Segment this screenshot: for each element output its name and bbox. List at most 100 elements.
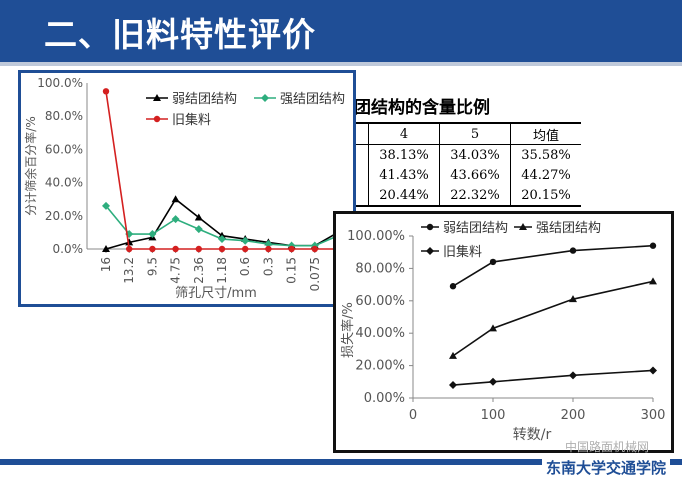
- y-tick-label: 40.00%: [355, 326, 405, 341]
- legend-marker: [153, 94, 161, 101]
- y-tick-label: 60.00%: [355, 294, 405, 309]
- data-point: [102, 201, 110, 210]
- data-point: [449, 283, 457, 290]
- x-tick-label: 200: [561, 408, 586, 423]
- x-axis-title: 转数/r: [513, 427, 552, 443]
- table-header-cell: 4: [368, 122, 440, 145]
- sieve-distribution-plot: 0.0% 20.0% 40.0% 60.0% 80.0% 100.0% 16 13.2 9.5 4…: [23, 76, 349, 301]
- slide-title: 二、旧料特性评价: [44, 15, 316, 54]
- x-tick-label: 13.2: [122, 257, 136, 284]
- table-cell: 41.43%: [368, 165, 440, 185]
- table-row: % 20.44% 22.32% 20.15%: [340, 185, 581, 207]
- x-tick-label: 0.6: [238, 257, 252, 276]
- x-tick-label: 2.36: [192, 257, 206, 284]
- legend-marker: [153, 115, 161, 123]
- content-ratio-table: 4 5 均值 % 38.13% 34.03% 35.58% % 41.43% 4…: [340, 122, 581, 207]
- data-point: [242, 245, 249, 253]
- series-line: [105, 91, 338, 250]
- y-tick-label: 0.0%: [53, 242, 84, 256]
- y-axis-title: 分计筛余百分率/%: [23, 116, 38, 215]
- table-row: % 38.13% 34.03% 35.58%: [340, 144, 581, 165]
- x-tick-label: 4.75: [169, 257, 183, 284]
- data-point: [171, 215, 180, 224]
- legend-label: 弱结团结构: [443, 221, 508, 236]
- y-tick-label: 100.0%: [37, 76, 83, 90]
- data-point: [569, 371, 577, 380]
- data-point: [149, 245, 156, 253]
- table-cell: 35.58%: [510, 144, 581, 165]
- x-tick-label: 1.18: [215, 257, 229, 284]
- footer-band: [0, 459, 682, 465]
- data-point: [218, 235, 226, 244]
- y-tick-label: 80.0%: [45, 109, 83, 123]
- data-point: [126, 245, 133, 253]
- data-point: [311, 245, 318, 253]
- table-cell: 22.32%: [439, 185, 511, 207]
- series-line: [452, 369, 654, 386]
- data-point: [125, 238, 134, 246]
- data-point: [102, 88, 110, 95]
- x-tick-label: 0.3: [261, 257, 275, 276]
- series-line: [452, 280, 654, 357]
- data-point: [449, 351, 457, 359]
- table-cell: 20.44%: [368, 185, 440, 207]
- y-tick-label: 100.00%: [347, 229, 405, 244]
- table-heading: 团结构的含量比例: [354, 98, 490, 118]
- legend-label: 弱结团结构: [172, 92, 237, 107]
- table-cell: 34.03%: [439, 144, 511, 165]
- data-point: [489, 258, 497, 266]
- data-point: [288, 245, 295, 253]
- y-tick-label: 60.0%: [45, 142, 83, 156]
- watermark: 中国路面机械网: [565, 440, 650, 454]
- x-tick-label: 9.5: [145, 257, 159, 276]
- y-tick-label: 40.0%: [45, 176, 83, 190]
- loss-rate-plot: 0.00% 20.00% 40.00% 60.00% 80.00% 100.00% 0 100…: [340, 221, 666, 443]
- legend-marker: [519, 223, 527, 230]
- y-tick-label: 20.0%: [45, 209, 83, 223]
- table-header-cell: 均值: [510, 122, 581, 145]
- legend-label: 强结团结构: [280, 92, 345, 107]
- table-header-cell: 5: [439, 122, 511, 145]
- data-point: [649, 277, 657, 285]
- data-point: [194, 225, 203, 234]
- data-point: [102, 245, 110, 252]
- table-row: % 41.43% 43.66% 44.27%: [340, 165, 581, 185]
- data-point: [489, 324, 497, 332]
- data-point: [649, 242, 657, 249]
- table-cell: 20.15%: [510, 185, 581, 207]
- legend-marker: [426, 247, 434, 255]
- y-tick-label: 0.00%: [364, 391, 405, 406]
- data-point: [171, 195, 180, 203]
- x-tick-label: 0: [409, 408, 417, 423]
- legend-label: 旧集料: [172, 112, 211, 128]
- x-tick-label: 0.15: [285, 257, 299, 284]
- table-header-row: 4 5 均值: [340, 122, 581, 145]
- table-cell: 43.66%: [439, 165, 511, 185]
- data-point: [569, 295, 577, 303]
- data-point: [218, 245, 226, 253]
- legend-marker: [426, 223, 434, 231]
- data-point: [264, 240, 273, 249]
- y-axis-title: 损失率/%: [340, 302, 356, 358]
- data-point: [172, 245, 179, 253]
- legend-marker: [261, 94, 269, 102]
- x-tick-label: 100: [481, 408, 506, 423]
- data-point: [265, 245, 272, 253]
- legend-label: 旧集料: [443, 244, 482, 260]
- data-point: [148, 230, 157, 239]
- table-cell: 38.13%: [368, 144, 440, 165]
- loss-rate-chart: 0.00% 20.00% 40.00% 60.00% 80.00% 100.00% 0 100…: [333, 211, 674, 453]
- data-point: [195, 245, 202, 253]
- series-line: [452, 244, 654, 287]
- x-axis-title: 筛孔尺寸/mm: [175, 286, 257, 301]
- x-tick-label: 16: [99, 257, 113, 272]
- table-cell: 44.27%: [510, 165, 581, 185]
- data-point: [649, 366, 657, 375]
- data-point: [449, 381, 457, 390]
- data-point: [489, 377, 497, 386]
- legend-label: 强结团结构: [536, 221, 601, 236]
- data-point: [241, 236, 250, 245]
- title-bar: 二、旧料特性评价: [0, 0, 682, 66]
- sieve-distribution-chart: 0.0% 20.0% 40.0% 60.0% 80.0% 100.0% 16 13.2 9.5 4…: [18, 70, 356, 307]
- x-tick-label: 300: [641, 408, 666, 423]
